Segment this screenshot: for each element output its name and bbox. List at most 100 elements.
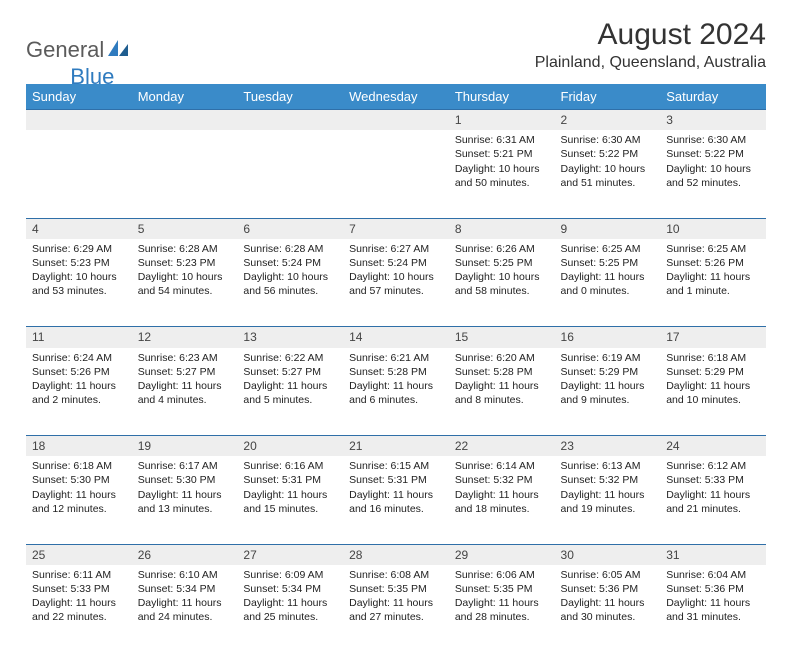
day-number-cell: 13 xyxy=(237,327,343,348)
day-number-cell: 2 xyxy=(555,110,661,131)
day-content-cell: Sunrise: 6:10 AMSunset: 5:34 PMDaylight:… xyxy=(132,565,238,653)
day-number-cell: 3 xyxy=(660,110,766,131)
weekday-header-row: Sunday Monday Tuesday Wednesday Thursday… xyxy=(26,84,766,110)
calendar-table: Sunday Monday Tuesday Wednesday Thursday… xyxy=(26,84,766,653)
day1-text: Daylight: 11 hours xyxy=(349,379,443,393)
sunset-text: Sunset: 5:32 PM xyxy=(455,473,549,487)
day-content-cell: Sunrise: 6:18 AMSunset: 5:29 PMDaylight:… xyxy=(660,348,766,436)
day2-text: and 54 minutes. xyxy=(138,284,232,298)
day2-text: and 56 minutes. xyxy=(243,284,337,298)
day-number-cell: 16 xyxy=(555,327,661,348)
day1-text: Daylight: 11 hours xyxy=(561,488,655,502)
sunset-text: Sunset: 5:30 PM xyxy=(138,473,232,487)
sunset-text: Sunset: 5:23 PM xyxy=(32,256,126,270)
day-number-cell: 19 xyxy=(132,436,238,457)
day-content-cell: Sunrise: 6:21 AMSunset: 5:28 PMDaylight:… xyxy=(343,348,449,436)
day2-text: and 52 minutes. xyxy=(666,176,760,190)
day1-text: Daylight: 10 hours xyxy=(455,270,549,284)
sunset-text: Sunset: 5:22 PM xyxy=(561,147,655,161)
day-content-cell: Sunrise: 6:23 AMSunset: 5:27 PMDaylight:… xyxy=(132,348,238,436)
day-content-cell xyxy=(132,130,238,218)
day-number-cell: 6 xyxy=(237,218,343,239)
day1-text: Daylight: 11 hours xyxy=(455,488,549,502)
day-content-cell: Sunrise: 6:28 AMSunset: 5:24 PMDaylight:… xyxy=(237,239,343,327)
day1-text: Daylight: 11 hours xyxy=(32,488,126,502)
sunrise-text: Sunrise: 6:30 AM xyxy=(666,133,760,147)
day2-text: and 21 minutes. xyxy=(666,502,760,516)
day-number-cell: 18 xyxy=(26,436,132,457)
day-number-cell: 15 xyxy=(449,327,555,348)
day2-text: and 50 minutes. xyxy=(455,176,549,190)
sunrise-text: Sunrise: 6:16 AM xyxy=(243,459,337,473)
day2-text: and 6 minutes. xyxy=(349,393,443,407)
day2-text: and 27 minutes. xyxy=(349,610,443,624)
day-number-cell: 28 xyxy=(343,544,449,565)
sunset-text: Sunset: 5:36 PM xyxy=(561,582,655,596)
day-content-cell: Sunrise: 6:29 AMSunset: 5:23 PMDaylight:… xyxy=(26,239,132,327)
sunrise-text: Sunrise: 6:19 AM xyxy=(561,351,655,365)
sunrise-text: Sunrise: 6:12 AM xyxy=(666,459,760,473)
day1-text: Daylight: 11 hours xyxy=(666,596,760,610)
day1-text: Daylight: 11 hours xyxy=(138,379,232,393)
day-number-cell: 23 xyxy=(555,436,661,457)
day1-text: Daylight: 11 hours xyxy=(243,488,337,502)
sunset-text: Sunset: 5:28 PM xyxy=(349,365,443,379)
sunrise-text: Sunrise: 6:11 AM xyxy=(32,568,126,582)
day-number-cell: 29 xyxy=(449,544,555,565)
weekday-header: Friday xyxy=(555,84,661,110)
sunset-text: Sunset: 5:26 PM xyxy=(32,365,126,379)
logo: General Blue xyxy=(26,24,114,76)
day-content-cell: Sunrise: 6:08 AMSunset: 5:35 PMDaylight:… xyxy=(343,565,449,653)
day-content-cell: Sunrise: 6:09 AMSunset: 5:34 PMDaylight:… xyxy=(237,565,343,653)
day-content-cell: Sunrise: 6:13 AMSunset: 5:32 PMDaylight:… xyxy=(555,456,661,544)
day2-text: and 58 minutes. xyxy=(455,284,549,298)
sunset-text: Sunset: 5:34 PM xyxy=(243,582,337,596)
day-number-cell: 9 xyxy=(555,218,661,239)
day2-text: and 4 minutes. xyxy=(138,393,232,407)
weekday-header: Thursday xyxy=(449,84,555,110)
day-content-cell: Sunrise: 6:25 AMSunset: 5:26 PMDaylight:… xyxy=(660,239,766,327)
day-content-cell: Sunrise: 6:28 AMSunset: 5:23 PMDaylight:… xyxy=(132,239,238,327)
day2-text: and 13 minutes. xyxy=(138,502,232,516)
day1-text: Daylight: 10 hours xyxy=(666,162,760,176)
day-content-row: Sunrise: 6:11 AMSunset: 5:33 PM Daylight:… xyxy=(26,565,766,653)
day2-text: and 0 minutes. xyxy=(561,284,655,298)
day1-text: Daylight: 11 hours xyxy=(561,379,655,393)
day-number-cell: 8 xyxy=(449,218,555,239)
sunrise-text: Sunrise: 6:24 AM xyxy=(32,351,126,365)
day-content-cell xyxy=(237,130,343,218)
sunrise-text: Sunrise: 6:09 AM xyxy=(243,568,337,582)
sunset-text: Sunset: 5:33 PM xyxy=(32,582,126,596)
weekday-header: Monday xyxy=(132,84,238,110)
day-content-cell xyxy=(26,130,132,218)
day-number-cell: 26 xyxy=(132,544,238,565)
day1-text: Daylight: 10 hours xyxy=(243,270,337,284)
weekday-header: Tuesday xyxy=(237,84,343,110)
day-content-row: Sunrise: 6:29 AMSunset: 5:23 PMDaylight:… xyxy=(26,239,766,327)
day2-text: and 30 minutes. xyxy=(561,610,655,624)
day-number-cell: 14 xyxy=(343,327,449,348)
day2-text: and 51 minutes. xyxy=(561,176,655,190)
day-number-row: 25262728293031 xyxy=(26,544,766,565)
day-number-row: 18192021222324 xyxy=(26,436,766,457)
sunrise-text: Sunrise: 6:06 AM xyxy=(455,568,549,582)
day-number-cell xyxy=(132,110,238,131)
day2-text: and 16 minutes. xyxy=(349,502,443,516)
day-number-cell: 30 xyxy=(555,544,661,565)
day-content-cell: Sunrise: 6:26 AMSunset: 5:25 PMDaylight:… xyxy=(449,239,555,327)
sunset-text: Sunset: 5:32 PM xyxy=(561,473,655,487)
day-content-cell: Sunrise: 6:24 AMSunset: 5:26 PMDaylight:… xyxy=(26,348,132,436)
sunset-text: Sunset: 5:29 PM xyxy=(666,365,760,379)
title-block: August 2024 Plainland, Queensland, Austr… xyxy=(535,18,766,72)
sunset-text: Sunset: 5:27 PM xyxy=(243,365,337,379)
day-content-cell: Sunrise: 6:19 AMSunset: 5:29 PMDaylight:… xyxy=(555,348,661,436)
day2-text: and 10 minutes. xyxy=(666,393,760,407)
sunset-text: Sunset: 5:23 PM xyxy=(138,256,232,270)
month-title: August 2024 xyxy=(535,18,766,52)
day-number-cell: 22 xyxy=(449,436,555,457)
day-number-cell: 7 xyxy=(343,218,449,239)
day-content-cell: Sunrise: 6:25 AMSunset: 5:25 PMDaylight:… xyxy=(555,239,661,327)
sunset-text: Sunset: 5:28 PM xyxy=(455,365,549,379)
day-number-cell: 11 xyxy=(26,327,132,348)
day1-text: Daylight: 11 hours xyxy=(349,596,443,610)
